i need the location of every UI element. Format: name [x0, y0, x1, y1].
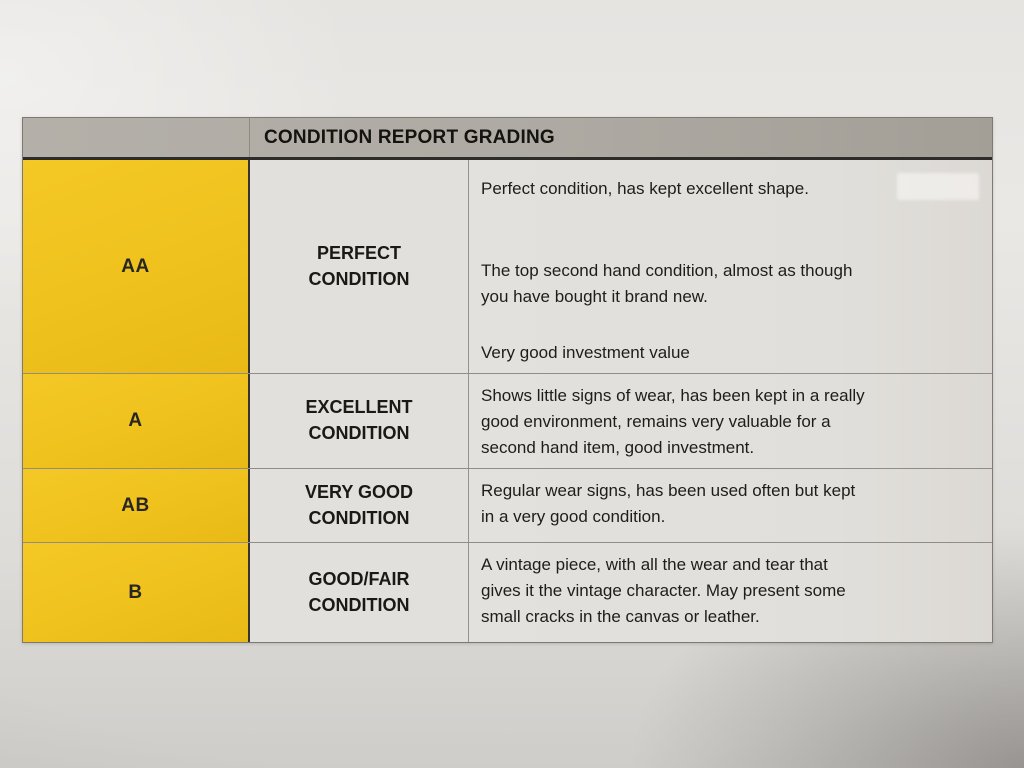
description-cell-a: Shows little signs of wear, has been kep… [469, 374, 992, 468]
description-paragraph: Perfect condition, has kept excellent sh… [481, 176, 982, 202]
condition-cell-aa: PERFECT CONDITION [250, 160, 469, 373]
table-title: CONDITION REPORT GRADING [264, 126, 555, 148]
condition-cell-a: EXCELLENT CONDITION [250, 374, 469, 468]
table-header-row: CONDITION REPORT GRADING [23, 118, 992, 160]
description-line: you have bought it brand new. [481, 287, 708, 306]
description-line: Shows little signs of wear, has been kep… [481, 386, 865, 405]
description-line: gives it the vintage character. May pres… [481, 581, 846, 600]
grade-cell-ab: AB [23, 469, 250, 542]
grade-cell-aa: AA [23, 160, 250, 373]
description-paragraph: Shows little signs of wear, has been kep… [481, 383, 982, 461]
description-line: good environment, remains very valuable … [481, 412, 831, 431]
description-paragraph: Regular wear signs, has been used often … [481, 478, 982, 530]
description-line: small cracks in the canvas or leather. [481, 607, 760, 626]
description-cell-aa: Perfect condition, has kept excellent sh… [469, 160, 992, 373]
description-line: A vintage piece, with all the wear and t… [481, 555, 828, 574]
header-corner-cell [23, 118, 250, 157]
description-cell-b: A vintage piece, with all the wear and t… [469, 543, 992, 642]
description-cell-ab: Regular wear signs, has been used often … [469, 469, 992, 542]
description-line: in a very good condition. [481, 507, 666, 526]
description-paragraph: Very good investment value [481, 340, 982, 366]
table-row-b: B GOOD/FAIR CONDITION A vintage piece, w… [23, 542, 992, 642]
grade-cell-b: B [23, 543, 250, 642]
description-line: Very good investment value [481, 343, 690, 362]
description-paragraph: A vintage piece, with all the wear and t… [481, 552, 982, 630]
description-line: second hand item, good investment. [481, 438, 755, 457]
description-paragraph: The top second hand condition, almost as… [481, 258, 982, 310]
description-line: Regular wear signs, has been used often … [481, 481, 856, 500]
condition-grading-table: CONDITION REPORT GRADING AA PERFECT COND… [22, 117, 993, 643]
table-row-a: A EXCELLENT CONDITION Shows little signs… [23, 373, 992, 468]
description-line: The top second hand condition, almost as… [481, 261, 853, 280]
description-line: Perfect condition, has kept excellent sh… [481, 179, 809, 198]
table-row-ab: AB VERY GOOD CONDITION Regular wear sign… [23, 468, 992, 542]
condition-cell-b: GOOD/FAIR CONDITION [250, 543, 469, 642]
grade-cell-a: A [23, 374, 250, 468]
table-row-aa: AA PERFECT CONDITION Perfect condition, … [23, 160, 992, 373]
condition-cell-ab: VERY GOOD CONDITION [250, 469, 469, 542]
